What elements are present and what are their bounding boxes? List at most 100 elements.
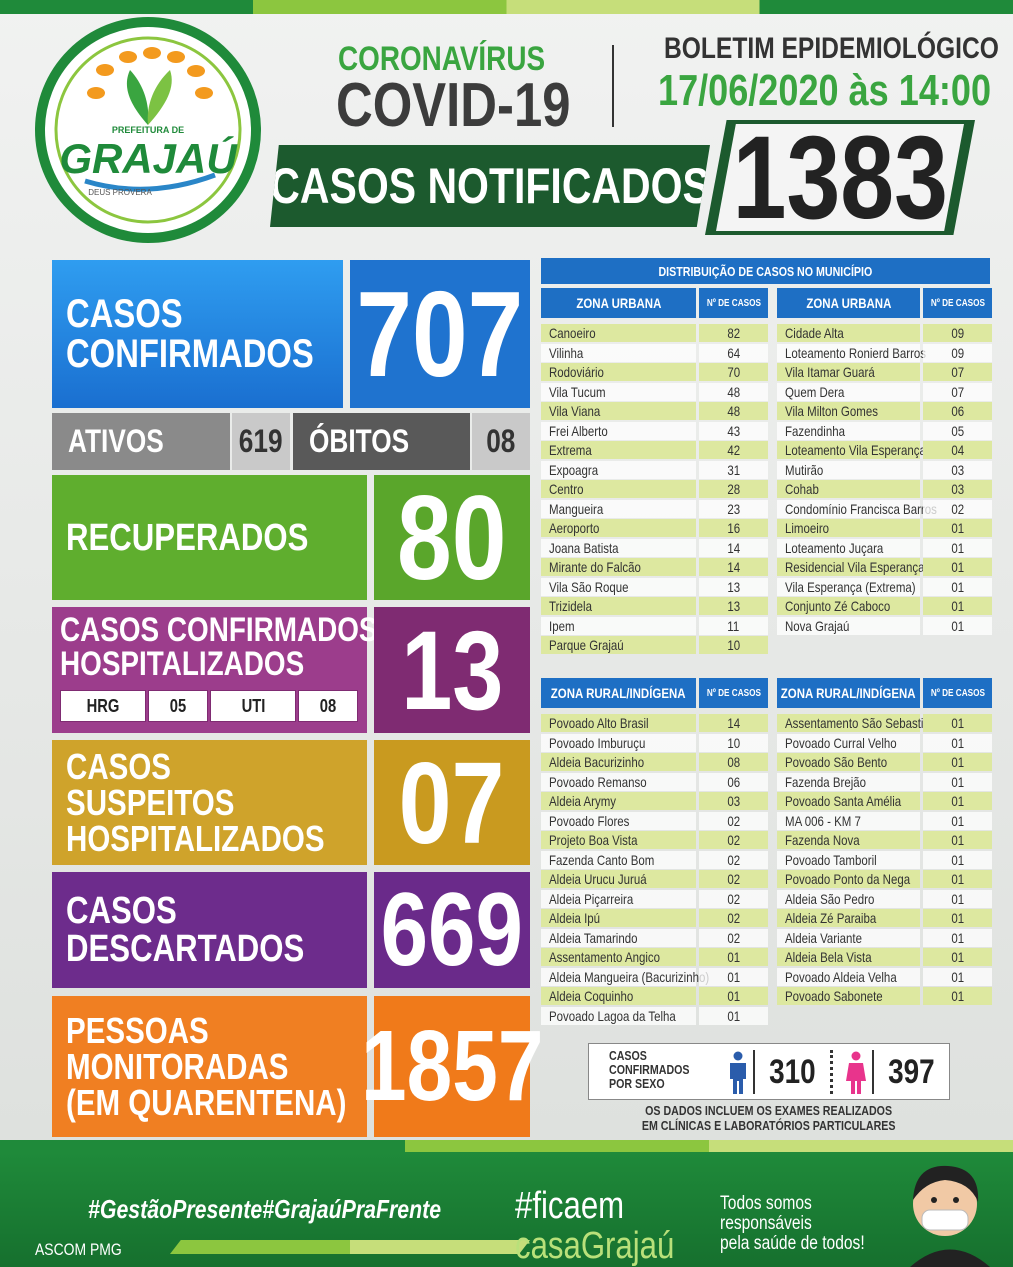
table-cell: 02 — [699, 831, 768, 849]
location-name: Povoado Curral Velho — [785, 734, 897, 751]
location-name: Loteamento Ronierd Barros — [785, 344, 927, 361]
distribution-title-box: DISTRIBUIÇÃO DE CASOS NO MUNICÍPIO — [541, 258, 990, 284]
table-cell: Cidade Alta — [777, 324, 920, 342]
location-name: Residencial Vila Esperança — [785, 559, 925, 575]
case-count: 08 — [727, 754, 740, 770]
location-name: Centro — [549, 481, 584, 497]
case-count: 02 — [727, 890, 740, 907]
campaign-line: #ficaem — [515, 1184, 625, 1227]
row-value: 619 — [239, 423, 283, 459]
location-name: Fazenda Nova — [785, 832, 860, 848]
table-header-cell: ZONA URBANA — [541, 288, 696, 318]
location-name: Povoado Alto Brasil — [549, 715, 649, 731]
location-name: Povoado Sabonete — [785, 988, 883, 1004]
stat-label-line: (EM QUARENTENA) — [66, 1084, 367, 1121]
credit: ASCOM PMG — [35, 1240, 122, 1259]
case-count: 01 — [951, 812, 964, 829]
case-count: 01 — [951, 578, 964, 595]
case-count: 03 — [951, 481, 964, 497]
case-count: 06 — [951, 403, 964, 419]
breakdown-cell: UTI — [210, 690, 296, 722]
table-header-cell: Nº DE CASOS — [699, 678, 768, 708]
table-cell: Aldeia Bacurizinho — [541, 753, 696, 771]
location-name: Vila Esperança (Extrema) — [785, 578, 916, 595]
table-cell: Povoado Alto Brasil — [541, 714, 696, 732]
table-cell: 01 — [923, 577, 992, 596]
table-cell: 64 — [699, 343, 768, 362]
table-cell: Condomínio Francisca Barros — [777, 499, 937, 518]
stat-label: PESSOAS — [66, 1009, 209, 1051]
location-name: Vila Milton Gomes — [785, 403, 878, 419]
location-name: Fazenda Brejão — [785, 773, 867, 790]
mascot — [910, 1165, 990, 1267]
stat-label-line: CASOS CONFIRMADOS — [60, 613, 378, 647]
stat-value-box: 707 — [350, 260, 530, 408]
case-count: 13 — [727, 578, 740, 595]
stat-value-box: 80 — [374, 471, 530, 605]
sex-label-text: CONFIRMADOS — [609, 1062, 690, 1077]
location-name: Assentamento Angico — [549, 949, 661, 965]
stat-label-box: CASOS CONFIRMADOS HOSPITALIZADOS — [52, 607, 378, 733]
location-name: Fazendinha — [785, 422, 846, 439]
case-count: 01 — [951, 968, 964, 985]
location-name: Condomínio Francisca Barros — [785, 500, 937, 517]
table-header: ZONA URBANA — [805, 295, 892, 311]
stat-label: CASOS CONFIRMADOS — [60, 611, 378, 649]
credit-box: ASCOM PMG — [35, 1238, 165, 1262]
table-cell: 43 — [699, 421, 768, 440]
case-count: 31 — [727, 461, 740, 478]
table-cell: 01 — [699, 1006, 768, 1025]
table-cell: Aldeia São Pedro — [777, 889, 920, 908]
table-cell: 09 — [923, 324, 992, 342]
table-cell: 16 — [699, 519, 768, 537]
table-cell: Extrema — [541, 441, 696, 459]
location-name: Aldeia Bela Vista — [785, 949, 872, 965]
table-cell: Fazenda Canto Bom — [541, 850, 696, 869]
location-name: Aldeia Arymy — [549, 793, 616, 809]
case-count: 01 — [951, 910, 964, 926]
location-name: Fazenda Canto Bom — [549, 851, 655, 868]
note-line-box: OS DADOS INCLUEM OS EXAMES REALIZADOS — [588, 1103, 950, 1118]
table-cell: 06 — [699, 772, 768, 791]
table-header: ZONA RURAL/INDÍGENA — [551, 685, 686, 701]
table-cell: Quem Dera — [777, 382, 920, 401]
table-cell: Joana Batista — [541, 538, 696, 557]
breakdown-text: HRG — [86, 695, 120, 716]
table-cell: 02 — [699, 928, 768, 947]
case-count: 03 — [727, 793, 740, 809]
stat-label-line: HOSPITALIZADOS — [60, 647, 367, 681]
table-cell: Assentamento São Sebastião — [777, 714, 936, 732]
row-value-box: 619 — [232, 413, 290, 470]
distribution-title: DISTRIBUIÇÃO DE CASOS NO MUNICÍPIO — [658, 263, 873, 279]
table-cell: 01 — [923, 519, 992, 537]
table-cell: 01 — [923, 967, 992, 986]
table-cell: Cohab — [777, 480, 920, 498]
table-cell: 42 — [699, 441, 768, 459]
table-cell: 48 — [699, 402, 768, 420]
case-count: 02 — [727, 851, 740, 868]
table-cell: Centro — [541, 480, 696, 498]
logo-wave — [84, 172, 216, 192]
stat-label-line: HOSPITALIZADOS — [66, 820, 367, 857]
table-cell: Povoado Ponto da Nega — [777, 870, 920, 888]
location-name: Aldeia Tamarindo — [549, 929, 638, 946]
stat-label-line: PESSOAS — [66, 1009, 367, 1051]
case-count: 01 — [951, 520, 964, 536]
table-cell: Povoado Flores — [541, 811, 696, 830]
location-name: Nova Grajaú — [785, 617, 850, 634]
stat-label: CASOS — [66, 745, 171, 787]
location-name: Aldeia Variante — [785, 929, 863, 946]
location-name: Povoado São Bento — [785, 754, 888, 770]
location-name: Vila Viana — [549, 403, 601, 419]
hashtags: #GestãoPresente#GrajaúPraFrente — [88, 1193, 442, 1224]
table-cell: Vila Itamar Guará — [777, 363, 920, 381]
stat-value: 13 — [400, 607, 504, 733]
location-name: Loteamento Vila Esperança — [785, 442, 926, 458]
location-name: Povoado Flores — [549, 812, 630, 829]
stat-label-line: MONITORADAS — [66, 1048, 367, 1085]
slogan-line: Todos somos — [720, 1193, 812, 1214]
stat-value: 80 — [397, 470, 507, 605]
female-icon — [846, 1051, 866, 1094]
table-cell: 01 — [923, 870, 992, 888]
table-cell: Povoado Imburuçu — [541, 733, 696, 752]
